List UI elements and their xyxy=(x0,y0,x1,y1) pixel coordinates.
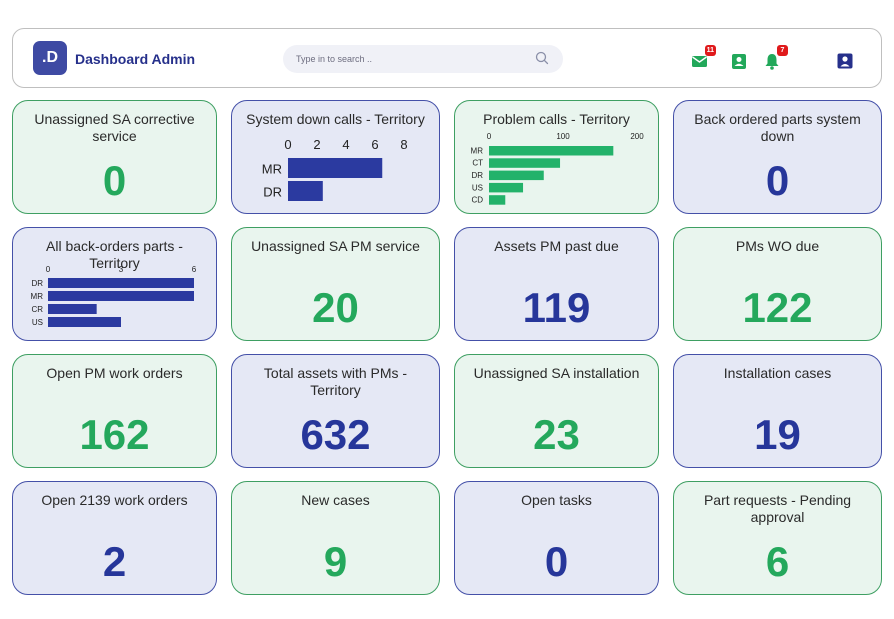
card-value: 2 xyxy=(102,538,127,585)
profile-button[interactable] xyxy=(835,51,855,71)
app-logo[interactable]: .D xyxy=(33,41,67,75)
bar-mr[interactable] xyxy=(489,146,614,156)
top-bar: .D Dashboard Admin 11 7 xyxy=(12,28,882,88)
category-label: DR xyxy=(471,171,483,180)
kpi-card[interactable]: Total assets with PMs - Territory 632 xyxy=(231,354,440,468)
card-value: 19 xyxy=(754,411,801,458)
notifications-button[interactable]: 7 xyxy=(762,45,788,71)
search-input[interactable] xyxy=(283,45,563,73)
territory-bar-chart: 0 2 4 6 8 MR DR xyxy=(262,137,408,201)
bell-icon xyxy=(765,54,779,70)
card-value: 20 xyxy=(312,284,359,331)
card-title: Back ordered parts system down xyxy=(694,111,861,144)
card-value: 23 xyxy=(533,411,580,458)
category-label: CR xyxy=(31,305,43,314)
kpi-card[interactable]: Open tasks 0 xyxy=(454,481,659,595)
territory-bar-chart: 0 100 200 MR CT DR US CD xyxy=(471,132,644,205)
kpi-card[interactable]: Unassigned SA installation 23 xyxy=(454,354,659,468)
category-label: CD xyxy=(471,196,483,205)
x-tick-label: 100 xyxy=(556,132,570,141)
kpi-card[interactable]: PMs WO due 122 xyxy=(673,227,882,341)
card-title: All back-orders parts - Territory xyxy=(46,238,183,271)
x-tick-label: 0 xyxy=(487,132,492,141)
x-tick-label: 4 xyxy=(342,137,349,152)
user-icon xyxy=(837,53,853,69)
category-label: CT xyxy=(472,159,483,168)
card-value: 0 xyxy=(765,157,790,204)
card-title: PMs WO due xyxy=(735,238,820,254)
card-title: Total assets with PMs - Territory xyxy=(263,365,408,398)
bar-cd[interactable] xyxy=(489,195,506,205)
category-label: DR xyxy=(31,279,43,288)
kpi-card[interactable]: Back ordered parts system down 0 xyxy=(673,100,882,214)
kpi-card[interactable]: Part requests - Pending approval 6 xyxy=(673,481,882,595)
kpi-card[interactable]: Unassigned SA corrective service 0 xyxy=(12,100,217,214)
kpi-card[interactable]: Problem calls - Territory 0 100 200 MR CT DR US… xyxy=(454,100,659,214)
territory-bar-chart: 0 3 6 DR MR CR US xyxy=(31,265,197,327)
card-value: 6 xyxy=(765,538,790,585)
kpi-card[interactable]: Unassigned SA PM service 20 xyxy=(231,227,440,341)
kpi-card[interactable]: New cases 9 xyxy=(231,481,440,595)
card-title: Part requests - Pending approval xyxy=(703,492,852,525)
card-title: Assets PM past due xyxy=(494,238,619,254)
card-title: System down calls - Territory xyxy=(246,111,425,127)
card-title: Unassigned SA corrective service xyxy=(34,111,195,144)
kpi-card[interactable]: Open 2139 work orders 2 xyxy=(12,481,217,595)
kpi-card[interactable]: All back-orders parts - Territory 0 3 6 DR MR… xyxy=(12,227,217,341)
bar-mr[interactable] xyxy=(48,291,194,301)
card-value: 0 xyxy=(544,538,569,585)
contact-button[interactable] xyxy=(729,51,749,71)
bar-us[interactable] xyxy=(489,182,524,193)
card-value: 9 xyxy=(323,538,348,585)
category-label: MR xyxy=(471,146,484,155)
bar-dr[interactable] xyxy=(489,170,544,181)
x-tick-label: 0 xyxy=(284,137,291,152)
x-tick-label: 6 xyxy=(371,137,378,152)
bar-dr[interactable] xyxy=(288,181,323,201)
card-title: Open PM work orders xyxy=(46,365,183,381)
card-title: Open tasks xyxy=(521,492,592,508)
card-title: Installation cases xyxy=(723,365,832,381)
x-tick-label: 8 xyxy=(400,137,407,152)
card-title: Open 2139 work orders xyxy=(41,492,188,508)
card-title: Unassigned SA PM service xyxy=(251,238,420,254)
category-label: MR xyxy=(31,292,44,301)
contact-icon xyxy=(732,54,746,69)
search-icon[interactable] xyxy=(533,49,551,67)
bar-dr[interactable] xyxy=(48,278,194,288)
x-tick-label: 0 xyxy=(46,265,51,274)
app-title: Dashboard Admin xyxy=(75,51,196,67)
card-value: 0 xyxy=(102,157,127,204)
card-value: 162 xyxy=(79,411,150,458)
category-label: US xyxy=(32,318,43,327)
mail-button[interactable]: 11 xyxy=(690,45,716,71)
kpi-card[interactable]: System down calls - Territory 0 2 4 6 8 MR DR xyxy=(231,100,440,214)
card-value: 632 xyxy=(300,411,371,458)
card-title: Problem calls - Territory xyxy=(483,111,630,127)
kpi-card[interactable]: Open PM work orders 162 xyxy=(12,354,217,468)
bar-ct[interactable] xyxy=(489,158,561,168)
kpi-card[interactable]: Installation cases 19 xyxy=(673,354,882,468)
mail-icon xyxy=(692,56,707,67)
category-label: DR xyxy=(263,185,282,200)
card-title: Unassigned SA installation xyxy=(473,365,640,381)
category-label: MR xyxy=(262,162,282,177)
bar-cr[interactable] xyxy=(48,304,97,314)
card-value: 122 xyxy=(742,284,813,331)
x-tick-label: 6 xyxy=(192,265,197,274)
card-title: New cases xyxy=(301,492,370,508)
x-tick-label: 3 xyxy=(119,265,124,274)
kpi-card[interactable]: Assets PM past due 119 xyxy=(454,227,659,341)
mail-badge: 11 xyxy=(704,45,716,56)
notification-badge: 7 xyxy=(777,45,788,56)
category-label: US xyxy=(472,183,483,192)
bar-us[interactable] xyxy=(48,317,121,327)
card-value: 119 xyxy=(522,284,591,331)
x-tick-label: 2 xyxy=(313,137,320,152)
bar-mr[interactable] xyxy=(288,158,383,178)
x-tick-label: 200 xyxy=(630,132,644,141)
